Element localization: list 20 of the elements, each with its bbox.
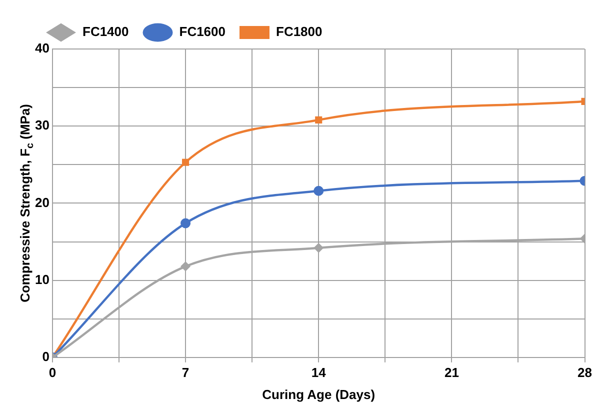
- x-axis-title: Curing Age (Days): [262, 387, 376, 402]
- x-tick-label: 7: [182, 364, 190, 380]
- point: [315, 116, 322, 124]
- y-tick-label: 40: [34, 40, 50, 56]
- y-tick-label: 20: [34, 194, 50, 210]
- y-tick-label: 30: [34, 118, 50, 133]
- y-tick-label: 10: [34, 272, 50, 287]
- x-tick-label: 21: [444, 364, 459, 380]
- legend-label: FC1800: [276, 24, 322, 40]
- point: [180, 261, 191, 272]
- point: [314, 186, 324, 196]
- point: [314, 242, 324, 253]
- x-tick-label: 28: [578, 364, 592, 380]
- legend-label: FC1600: [179, 24, 226, 40]
- x-tick-label: 14: [311, 364, 327, 380]
- point: [180, 218, 191, 228]
- y-axis-title: Compressive Strength, Fc (MPa): [18, 104, 36, 302]
- point: [182, 158, 190, 166]
- y-tick-label: 0: [42, 348, 50, 364]
- legend-label: FC1400: [82, 24, 129, 40]
